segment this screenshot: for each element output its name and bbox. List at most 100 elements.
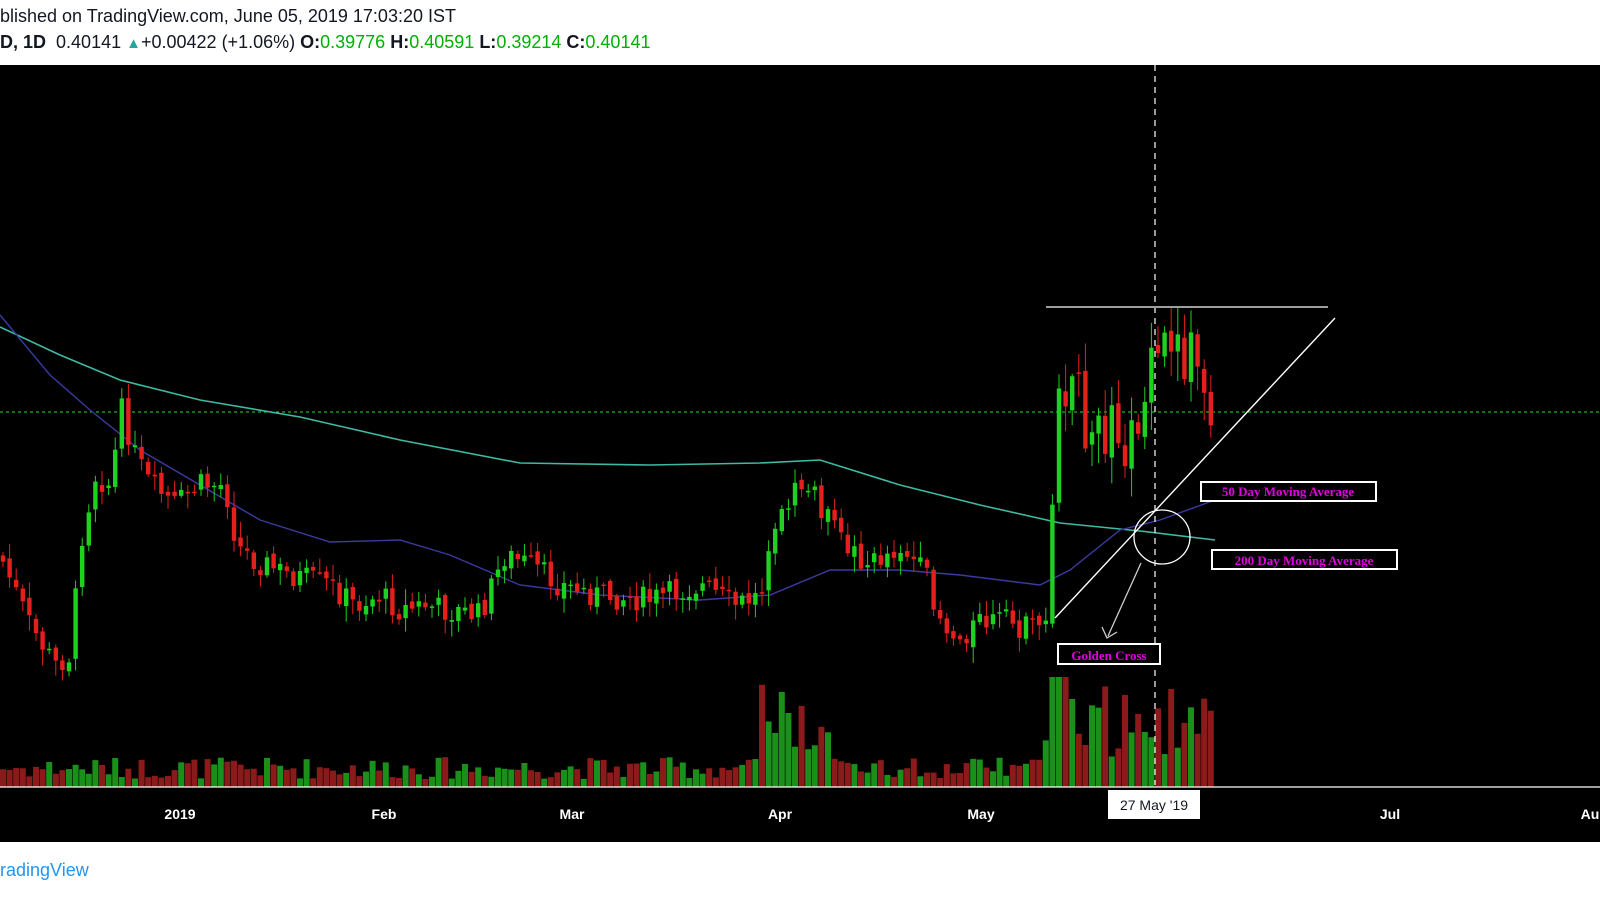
candle-up (297, 571, 303, 586)
candle-up (489, 578, 494, 614)
candle-down (984, 615, 989, 628)
candle-down (938, 609, 943, 619)
volume-bar (587, 758, 594, 787)
volume-bar (805, 749, 812, 787)
volume-bar (85, 773, 92, 787)
volume-bar (270, 764, 277, 787)
volume-bar (712, 777, 719, 787)
golden-cross-annotation: Golden Cross (1071, 648, 1146, 663)
candle-down (839, 517, 844, 533)
volume-bar (382, 762, 389, 787)
volume-bar (39, 769, 46, 787)
candle-down (951, 631, 956, 639)
volume-bar (79, 769, 86, 787)
candle-down (1195, 334, 1200, 367)
candle-down (482, 599, 487, 616)
volume-bar (924, 772, 930, 787)
low-value: 0.39214 (496, 32, 562, 52)
candle-up (456, 606, 461, 621)
candle-down (1103, 415, 1108, 454)
candle-down (957, 635, 963, 640)
candle-down (377, 599, 382, 602)
candle-up (852, 546, 857, 557)
candle-up (119, 398, 124, 449)
volume-bar (495, 767, 501, 787)
support-trendline[interactable] (1054, 317, 1336, 619)
volume-bar (1003, 775, 1010, 787)
candle-up (977, 614, 982, 623)
candle-down (720, 586, 725, 589)
volume-bar (1049, 677, 1056, 787)
candle-up (753, 593, 758, 605)
volume-bar (858, 771, 864, 787)
candle-down (601, 584, 606, 587)
volume-bar (541, 778, 548, 787)
volume-bar (217, 757, 224, 787)
candle-down (20, 588, 25, 602)
candle-down (1136, 422, 1141, 434)
candle-up (621, 600, 626, 607)
volume-bar (396, 777, 402, 787)
volume-bar (574, 769, 581, 787)
volume-bar (283, 769, 290, 787)
candle-down (819, 485, 824, 519)
volume-bar (930, 772, 937, 787)
candle-up (1149, 347, 1154, 403)
candle-up (80, 545, 85, 587)
volume-bar (1148, 737, 1155, 787)
volume-bar (726, 770, 732, 787)
volume-bar (435, 757, 442, 787)
volume-bar (6, 769, 13, 787)
tradingview-brand-link[interactable]: radingView (0, 860, 89, 880)
volume-bar (145, 777, 152, 787)
volume-bar (851, 764, 858, 787)
volume-bar (600, 759, 607, 787)
volume-bar (224, 761, 231, 787)
volume-bar (330, 770, 336, 787)
volume-bar (666, 757, 673, 787)
candlestick-chart[interactable]: 50 Day Moving Average 200 Day Moving Ave… (0, 65, 1600, 842)
candle-down (647, 588, 652, 603)
volume-bar (72, 764, 79, 787)
candle-up (264, 557, 270, 576)
volume-bar (415, 774, 422, 787)
volume-bar (594, 760, 600, 787)
x-tick-label: Feb (372, 806, 397, 822)
candle-up (495, 569, 501, 577)
volume-bar (204, 759, 211, 787)
candle-down (924, 559, 930, 568)
volume-bar (1082, 744, 1089, 787)
candle-up (1056, 388, 1062, 503)
candle-up (1109, 405, 1114, 458)
candle-down (172, 491, 177, 496)
candle-up (786, 508, 791, 510)
volume-bar (739, 764, 746, 787)
candle-up (304, 567, 309, 573)
volume-bar (26, 776, 33, 787)
volume-bar (475, 767, 482, 787)
candle-down (337, 582, 342, 605)
candle-down (311, 566, 316, 571)
volume-bar (785, 712, 792, 787)
volume-bar (92, 760, 99, 787)
volume-bar (646, 773, 653, 787)
volume-bar (1194, 733, 1201, 787)
candle-up (997, 612, 1002, 614)
candle-up (113, 449, 118, 487)
candle-up (47, 648, 52, 651)
volume-bar (184, 763, 191, 787)
candle-up (812, 486, 817, 491)
volume-bar (534, 771, 541, 787)
candle-up (654, 589, 659, 604)
candle-up (773, 528, 778, 554)
candle-down (238, 537, 243, 547)
volume-bar (950, 773, 957, 787)
candle-up (522, 555, 527, 562)
candle-down (845, 534, 850, 554)
candle-up (594, 587, 600, 607)
volume-bar (422, 778, 429, 787)
candle-down (410, 601, 415, 609)
candle-up (687, 596, 692, 601)
chart-area[interactable]: 50 Day Moving Average 200 Day Moving Ave… (0, 65, 1600, 842)
volume-bar (389, 777, 396, 787)
